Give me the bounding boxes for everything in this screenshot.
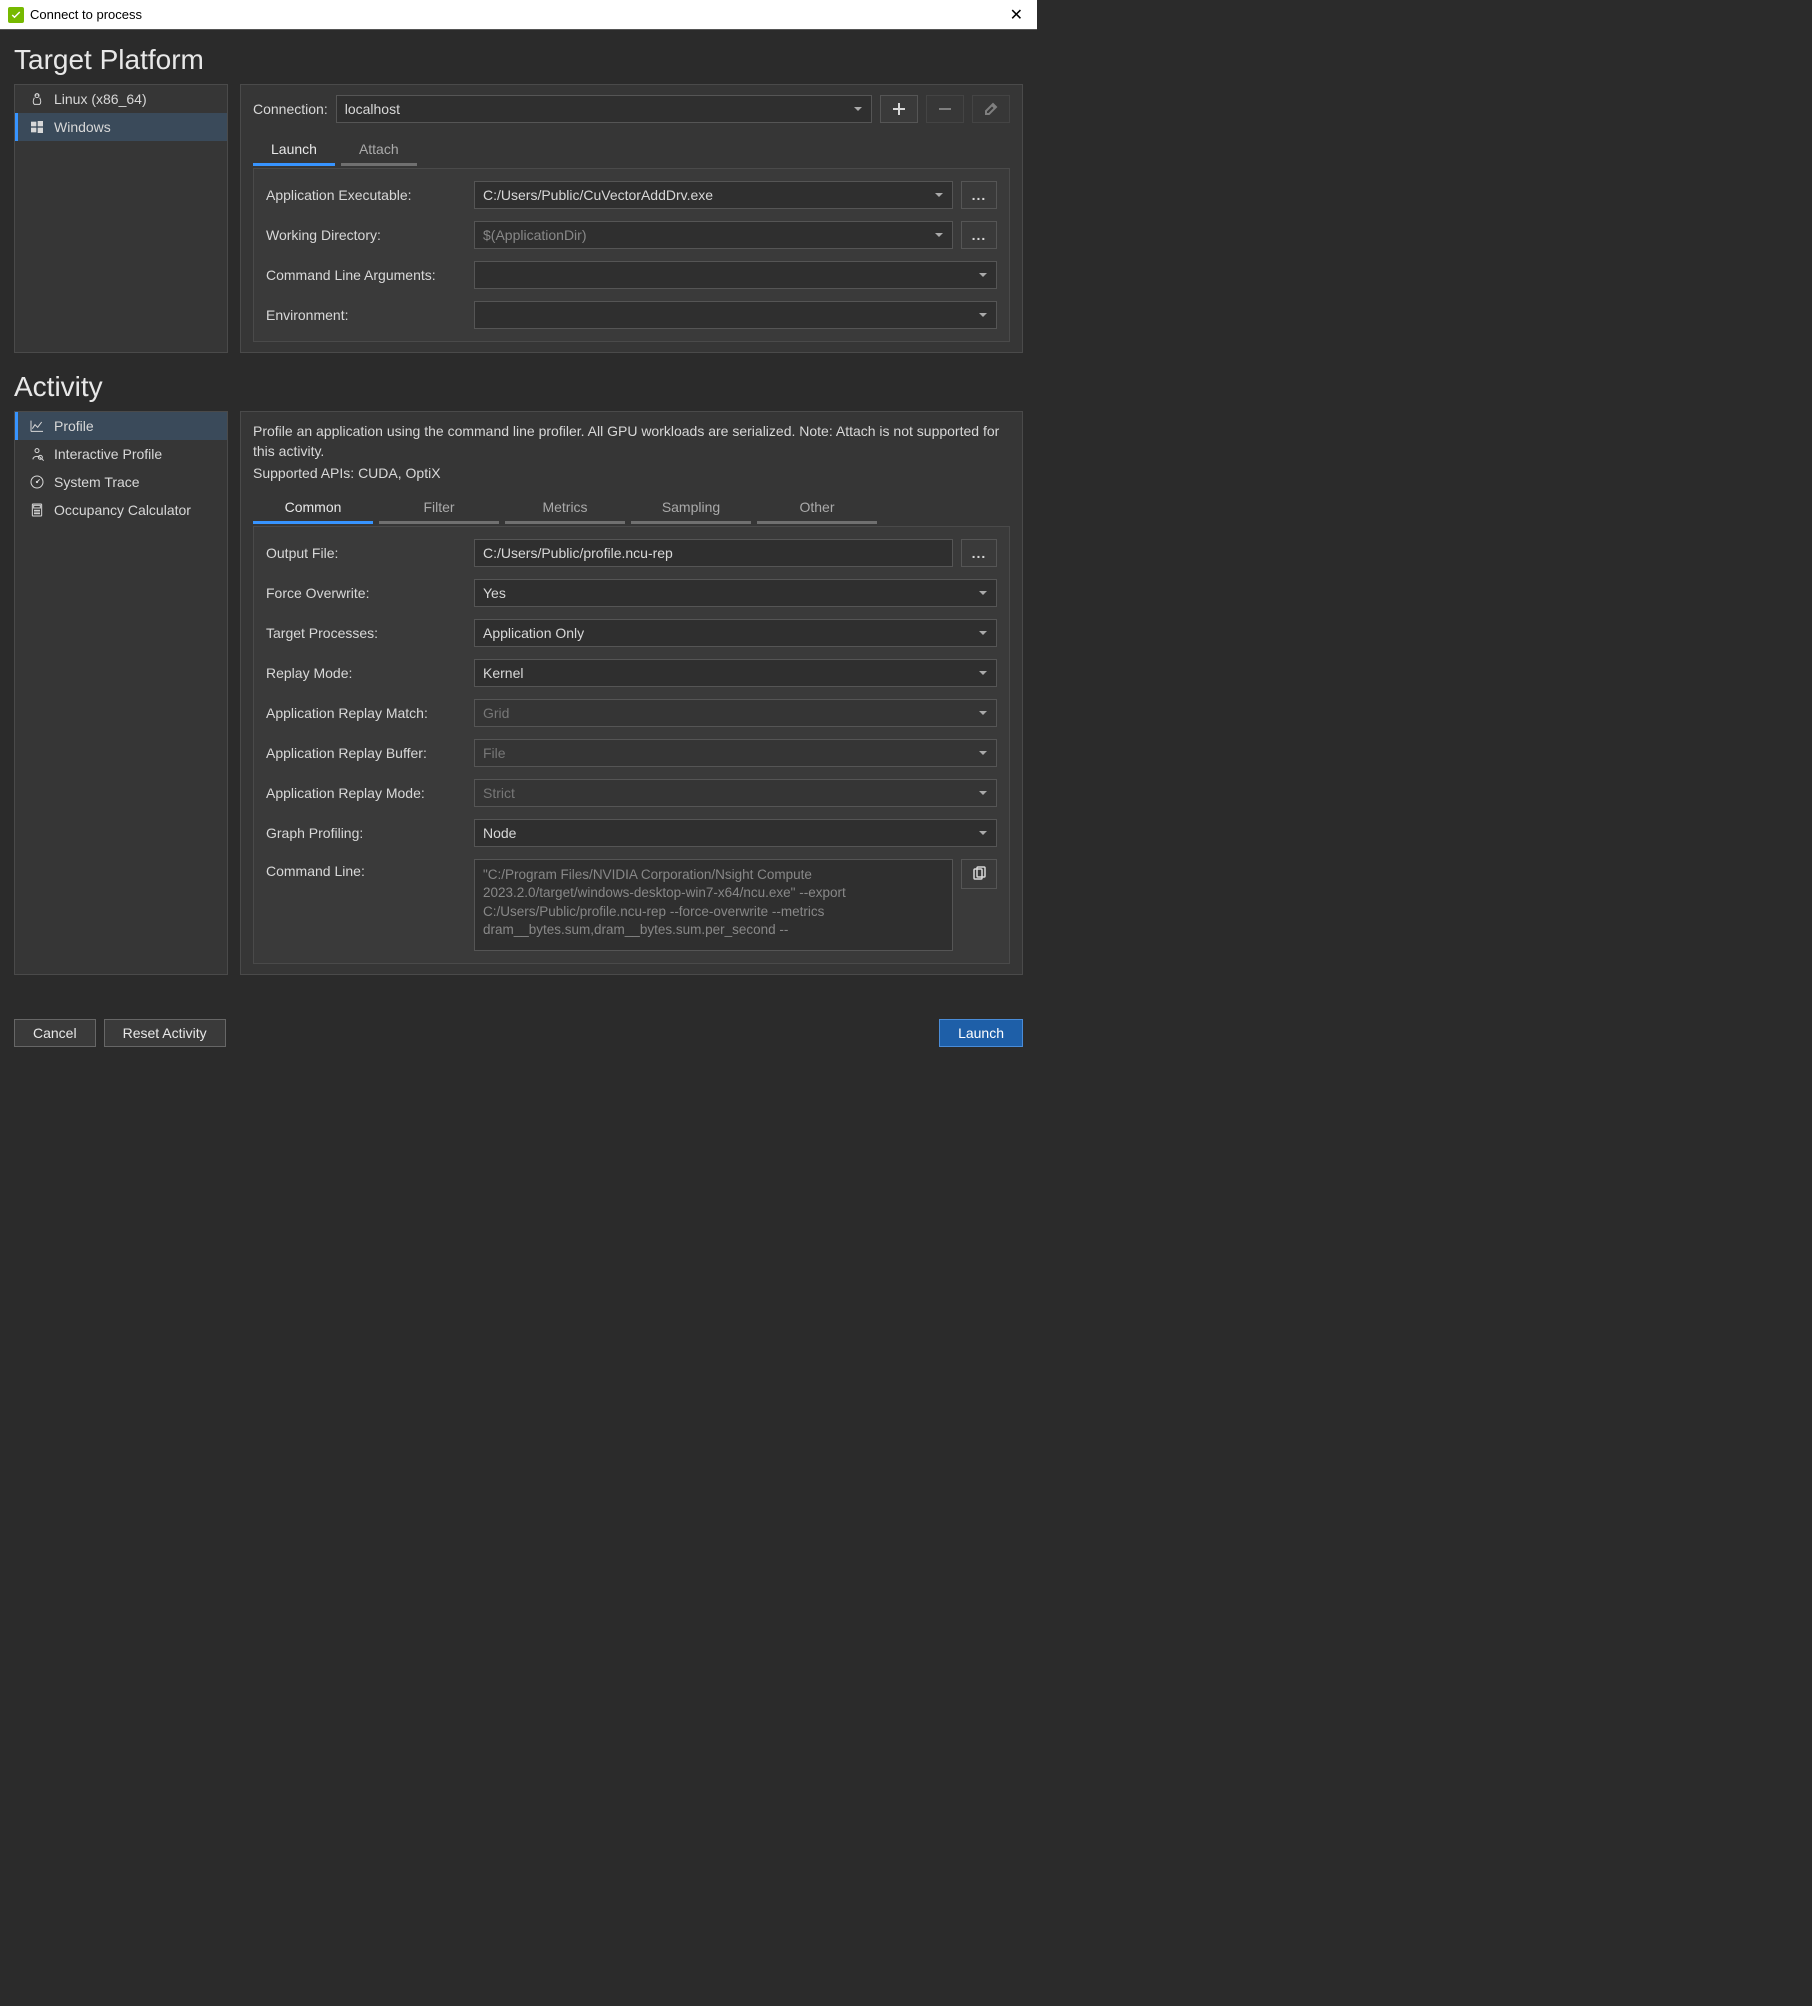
force-overwrite-label: Force Overwrite: (266, 585, 466, 601)
activity-panel: Profile an application using the command… (240, 411, 1023, 975)
sidebar-item-interactive[interactable]: Interactive Profile (15, 440, 227, 468)
app-exec-input[interactable]: C:/Users/Public/CuVectorAddDrv.exe (474, 181, 953, 209)
subtab-metrics[interactable]: Metrics (505, 495, 625, 524)
chevron-down-icon (853, 101, 863, 117)
app-replay-buffer-dropdown: File (474, 739, 997, 767)
chevron-down-icon (978, 585, 988, 601)
workdir-browse-button[interactable]: ... (961, 221, 997, 249)
activity-sidebar: Profile Interactive Profile System Trace (14, 411, 228, 975)
remove-connection-button[interactable] (926, 95, 964, 123)
calculator-icon (28, 501, 46, 519)
chevron-down-icon (978, 625, 988, 641)
launch-form: Application Executable: C:/Users/Public/… (253, 168, 1010, 342)
launch-button[interactable]: Launch (939, 1019, 1023, 1047)
activity-apis: Supported APIs: CUDA, OptiX (253, 465, 1010, 481)
window-title: Connect to process (30, 7, 1004, 22)
magnify-person-icon (28, 445, 46, 463)
app-replay-match-label: Application Replay Match: (266, 705, 466, 721)
chevron-down-icon (978, 785, 988, 801)
env-input[interactable] (474, 301, 997, 329)
common-form: Output File: C:/Users/Public/profile.ncu… (253, 526, 1010, 964)
tab-attach[interactable]: Attach (341, 137, 417, 166)
sidebar-item-label: System Trace (54, 474, 140, 490)
subtab-other[interactable]: Other (757, 495, 877, 524)
cancel-button[interactable]: Cancel (14, 1019, 96, 1047)
app-replay-mode-dropdown: Strict (474, 779, 997, 807)
replay-mode-dropdown[interactable]: Kernel (474, 659, 997, 687)
copy-cmdline-button[interactable] (961, 859, 997, 889)
graph-profiling-dropdown[interactable]: Node (474, 819, 997, 847)
subtab-sampling[interactable]: Sampling (631, 495, 751, 524)
gauge-icon (28, 473, 46, 491)
replay-mode-label: Replay Mode: (266, 665, 466, 681)
sidebar-item-label: Occupancy Calculator (54, 502, 191, 518)
sidebar-item-profile[interactable]: Profile (15, 412, 227, 440)
add-connection-button[interactable] (880, 95, 918, 123)
target-proc-dropdown[interactable]: Application Only (474, 619, 997, 647)
graph-profiling-label: Graph Profiling: (266, 825, 466, 841)
workdir-input[interactable]: $(ApplicationDir) (474, 221, 953, 249)
sidebar-item-systrace[interactable]: System Trace (15, 468, 227, 496)
chevron-down-icon (978, 745, 988, 761)
platform-sidebar: Linux (x86_64) Windows (14, 84, 228, 353)
activity-description: Profile an application using the command… (253, 422, 1010, 461)
target-platform-heading: Target Platform (14, 44, 1023, 76)
subtab-filter[interactable]: Filter (379, 495, 499, 524)
output-file-label: Output File: (266, 545, 466, 561)
app-replay-mode-label: Application Replay Mode: (266, 785, 466, 801)
env-label: Environment: (266, 307, 466, 323)
cmdargs-input[interactable] (474, 261, 997, 289)
chevron-down-icon (978, 307, 988, 323)
app-replay-buffer-label: Application Replay Buffer: (266, 745, 466, 761)
subtab-common[interactable]: Common (253, 495, 373, 524)
reset-activity-button[interactable]: Reset Activity (104, 1019, 226, 1047)
activity-subtabs: Common Filter Metrics Sampling Other (253, 495, 1010, 524)
sidebar-item-windows[interactable]: Windows (15, 113, 227, 141)
launch-panel: Connection: localhost (240, 84, 1023, 353)
output-file-browse-button[interactable]: ... (961, 539, 997, 567)
workdir-label: Working Directory: (266, 227, 466, 243)
sidebar-item-occupancy[interactable]: Occupancy Calculator (15, 496, 227, 524)
cmdline-label: Command Line: (266, 859, 466, 879)
launch-attach-tabs: Launch Attach (253, 137, 1010, 166)
app-icon (8, 7, 24, 23)
sidebar-item-label: Windows (54, 119, 111, 135)
linux-icon (28, 90, 46, 108)
app-replay-match-dropdown: Grid (474, 699, 997, 727)
edit-connection-button[interactable] (972, 95, 1010, 123)
sidebar-item-label: Profile (54, 418, 94, 434)
chevron-down-icon (978, 267, 988, 283)
tab-launch[interactable]: Launch (253, 137, 335, 166)
app-exec-browse-button[interactable]: ... (961, 181, 997, 209)
sidebar-item-label: Linux (x86_64) (54, 91, 147, 107)
sidebar-item-label: Interactive Profile (54, 446, 162, 462)
chart-icon (28, 417, 46, 435)
chevron-down-icon (978, 825, 988, 841)
chevron-down-icon (978, 665, 988, 681)
connection-value: localhost (345, 101, 400, 117)
titlebar: Connect to process ✕ (0, 0, 1037, 30)
sidebar-item-linux[interactable]: Linux (x86_64) (15, 85, 227, 113)
connection-dropdown[interactable]: localhost (336, 95, 872, 123)
footer: Cancel Reset Activity Launch (0, 1007, 1037, 1061)
output-file-input[interactable]: C:/Users/Public/profile.ncu-rep (474, 539, 953, 567)
connection-label: Connection: (253, 101, 328, 117)
app-exec-label: Application Executable: (266, 187, 466, 203)
windows-icon (28, 118, 46, 136)
target-proc-label: Target Processes: (266, 625, 466, 641)
force-overwrite-dropdown[interactable]: Yes (474, 579, 997, 607)
cmdline-textarea[interactable]: "C:/Program Files/NVIDIA Corporation/Nsi… (474, 859, 953, 951)
cmdargs-label: Command Line Arguments: (266, 267, 466, 283)
close-button[interactable]: ✕ (1004, 5, 1029, 25)
chevron-down-icon (934, 187, 944, 203)
activity-heading: Activity (14, 371, 1023, 403)
chevron-down-icon (978, 705, 988, 721)
chevron-down-icon (934, 227, 944, 243)
